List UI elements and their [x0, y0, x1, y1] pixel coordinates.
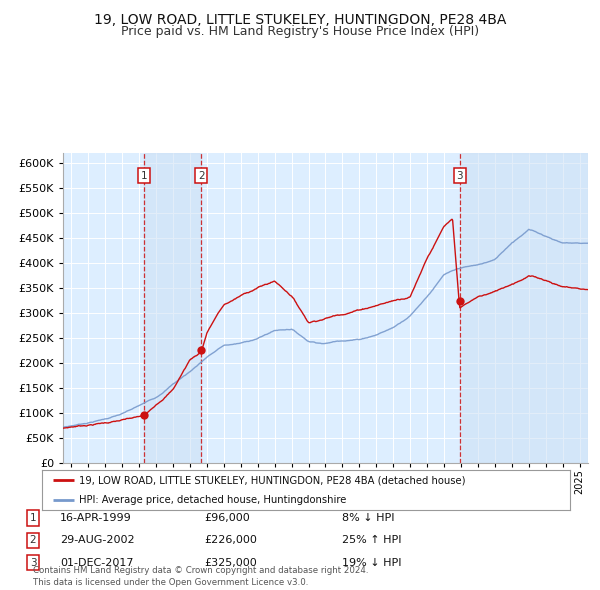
- Text: 19% ↓ HPI: 19% ↓ HPI: [342, 558, 401, 568]
- Text: Price paid vs. HM Land Registry's House Price Index (HPI): Price paid vs. HM Land Registry's House …: [121, 25, 479, 38]
- Text: 19, LOW ROAD, LITTLE STUKELEY, HUNTINGDON, PE28 4BA (detached house): 19, LOW ROAD, LITTLE STUKELEY, HUNTINGDO…: [79, 476, 466, 485]
- Text: 3: 3: [29, 558, 37, 568]
- Text: 16-APR-1999: 16-APR-1999: [60, 513, 132, 523]
- Text: 1: 1: [141, 171, 148, 181]
- Text: £325,000: £325,000: [204, 558, 257, 568]
- Text: 25% ↑ HPI: 25% ↑ HPI: [342, 536, 401, 545]
- Text: 01-DEC-2017: 01-DEC-2017: [60, 558, 133, 568]
- Text: £96,000: £96,000: [204, 513, 250, 523]
- Text: 2: 2: [29, 536, 37, 545]
- Text: 8% ↓ HPI: 8% ↓ HPI: [342, 513, 395, 523]
- Text: 29-AUG-2002: 29-AUG-2002: [60, 536, 134, 545]
- Text: 1: 1: [29, 513, 37, 523]
- Bar: [144, 153, 201, 463]
- Text: 3: 3: [457, 171, 463, 181]
- Text: 2: 2: [198, 171, 205, 181]
- Bar: [460, 153, 588, 463]
- Text: Contains HM Land Registry data © Crown copyright and database right 2024.
This d: Contains HM Land Registry data © Crown c…: [33, 566, 368, 587]
- Text: 19, LOW ROAD, LITTLE STUKELEY, HUNTINGDON, PE28 4BA: 19, LOW ROAD, LITTLE STUKELEY, HUNTINGDO…: [94, 13, 506, 27]
- Text: HPI: Average price, detached house, Huntingdonshire: HPI: Average price, detached house, Hunt…: [79, 496, 346, 505]
- Text: £226,000: £226,000: [204, 536, 257, 545]
